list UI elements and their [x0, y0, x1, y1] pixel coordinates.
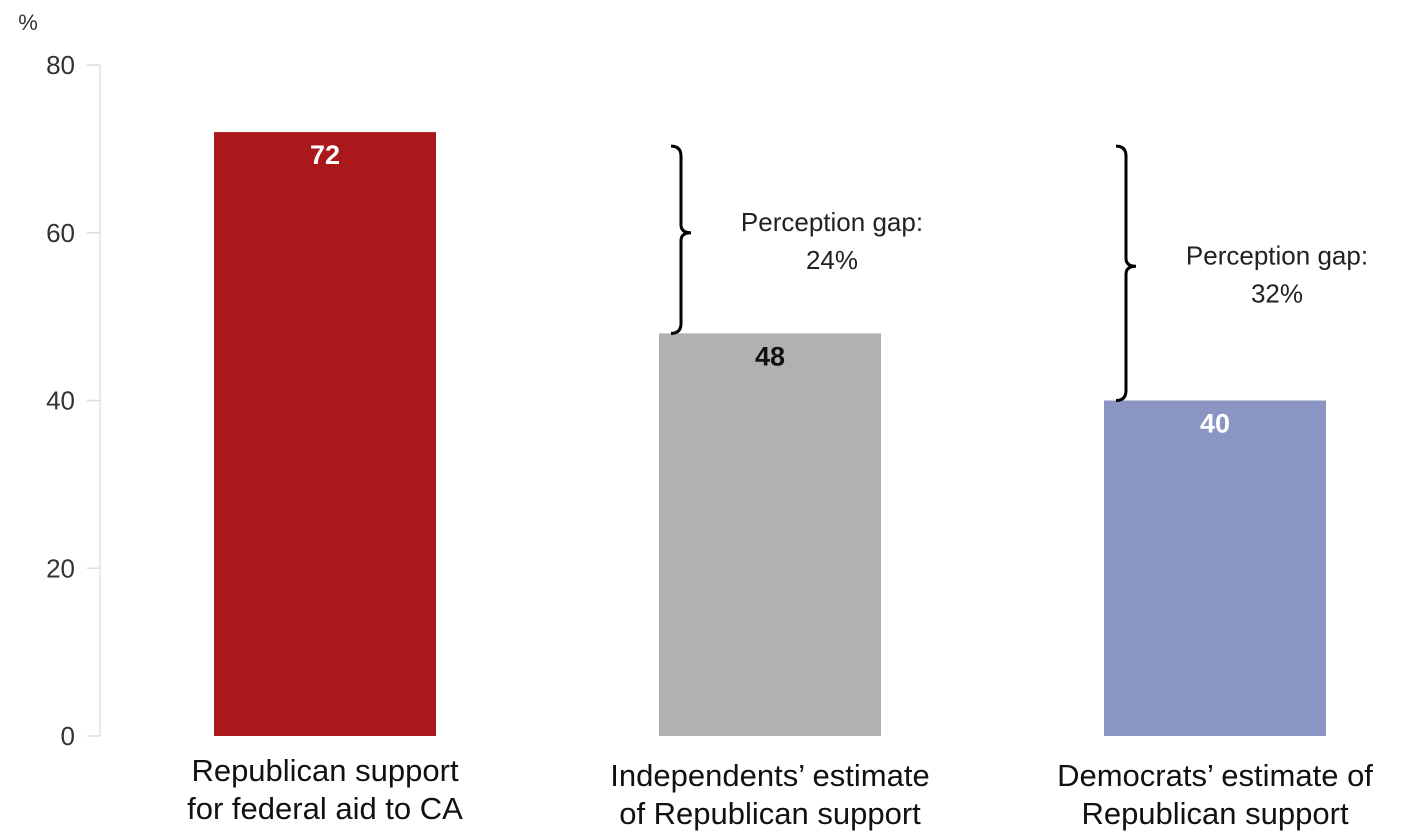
- category-label: Independents’ estimate of Republican supp…: [610, 758, 929, 831]
- category-label-line: of Republican support: [619, 796, 921, 831]
- y-axis: % 0 20 40 60 80: [18, 10, 101, 751]
- perception-gap-label-line: Perception gap:: [1186, 240, 1368, 270]
- category-label-line: Democrats’ estimate of: [1057, 758, 1373, 793]
- bar: [1104, 400, 1326, 736]
- perception-gap-label-line: Perception gap:: [741, 207, 923, 237]
- y-tick-label: 40: [46, 386, 75, 416]
- data-label: 48: [755, 341, 785, 371]
- perception-gap-bracket: [1115, 144, 1137, 402]
- category-label: Republican support for federal aid to CA: [187, 753, 463, 826]
- annotations: Perception gap: 24% Perception gap: 32%: [670, 144, 1368, 402]
- perception-gap-label-line: 24%: [806, 245, 858, 275]
- data-labels: 72 48 40: [310, 140, 1230, 438]
- y-tick-label: 60: [46, 218, 75, 248]
- category-label: Democrats’ estimate of Republican support: [1057, 758, 1373, 831]
- perception-gap-label: Perception gap: 24%: [741, 207, 923, 275]
- category-label-line: for federal aid to CA: [187, 791, 463, 826]
- category-labels: Republican support for federal aid to CAI…: [187, 753, 1373, 831]
- y-axis-unit-label: %: [18, 10, 38, 35]
- perception-gap-label-line: 32%: [1251, 278, 1303, 308]
- bar: [659, 333, 881, 736]
- y-tick-label: 20: [46, 553, 75, 583]
- bars: [214, 132, 1326, 737]
- data-label: 72: [310, 140, 340, 170]
- bar: [214, 132, 436, 737]
- perception-gap-bracket: [670, 144, 692, 335]
- perception-gap-label: Perception gap: 32%: [1186, 240, 1368, 308]
- y-tick-label: 80: [46, 50, 75, 80]
- y-tick-label: 0: [61, 721, 75, 751]
- category-label-line: Independents’ estimate: [610, 758, 929, 793]
- category-label-line: Republican support: [1081, 796, 1349, 831]
- category-label-line: Republican support: [191, 753, 459, 788]
- data-label: 40: [1200, 409, 1230, 439]
